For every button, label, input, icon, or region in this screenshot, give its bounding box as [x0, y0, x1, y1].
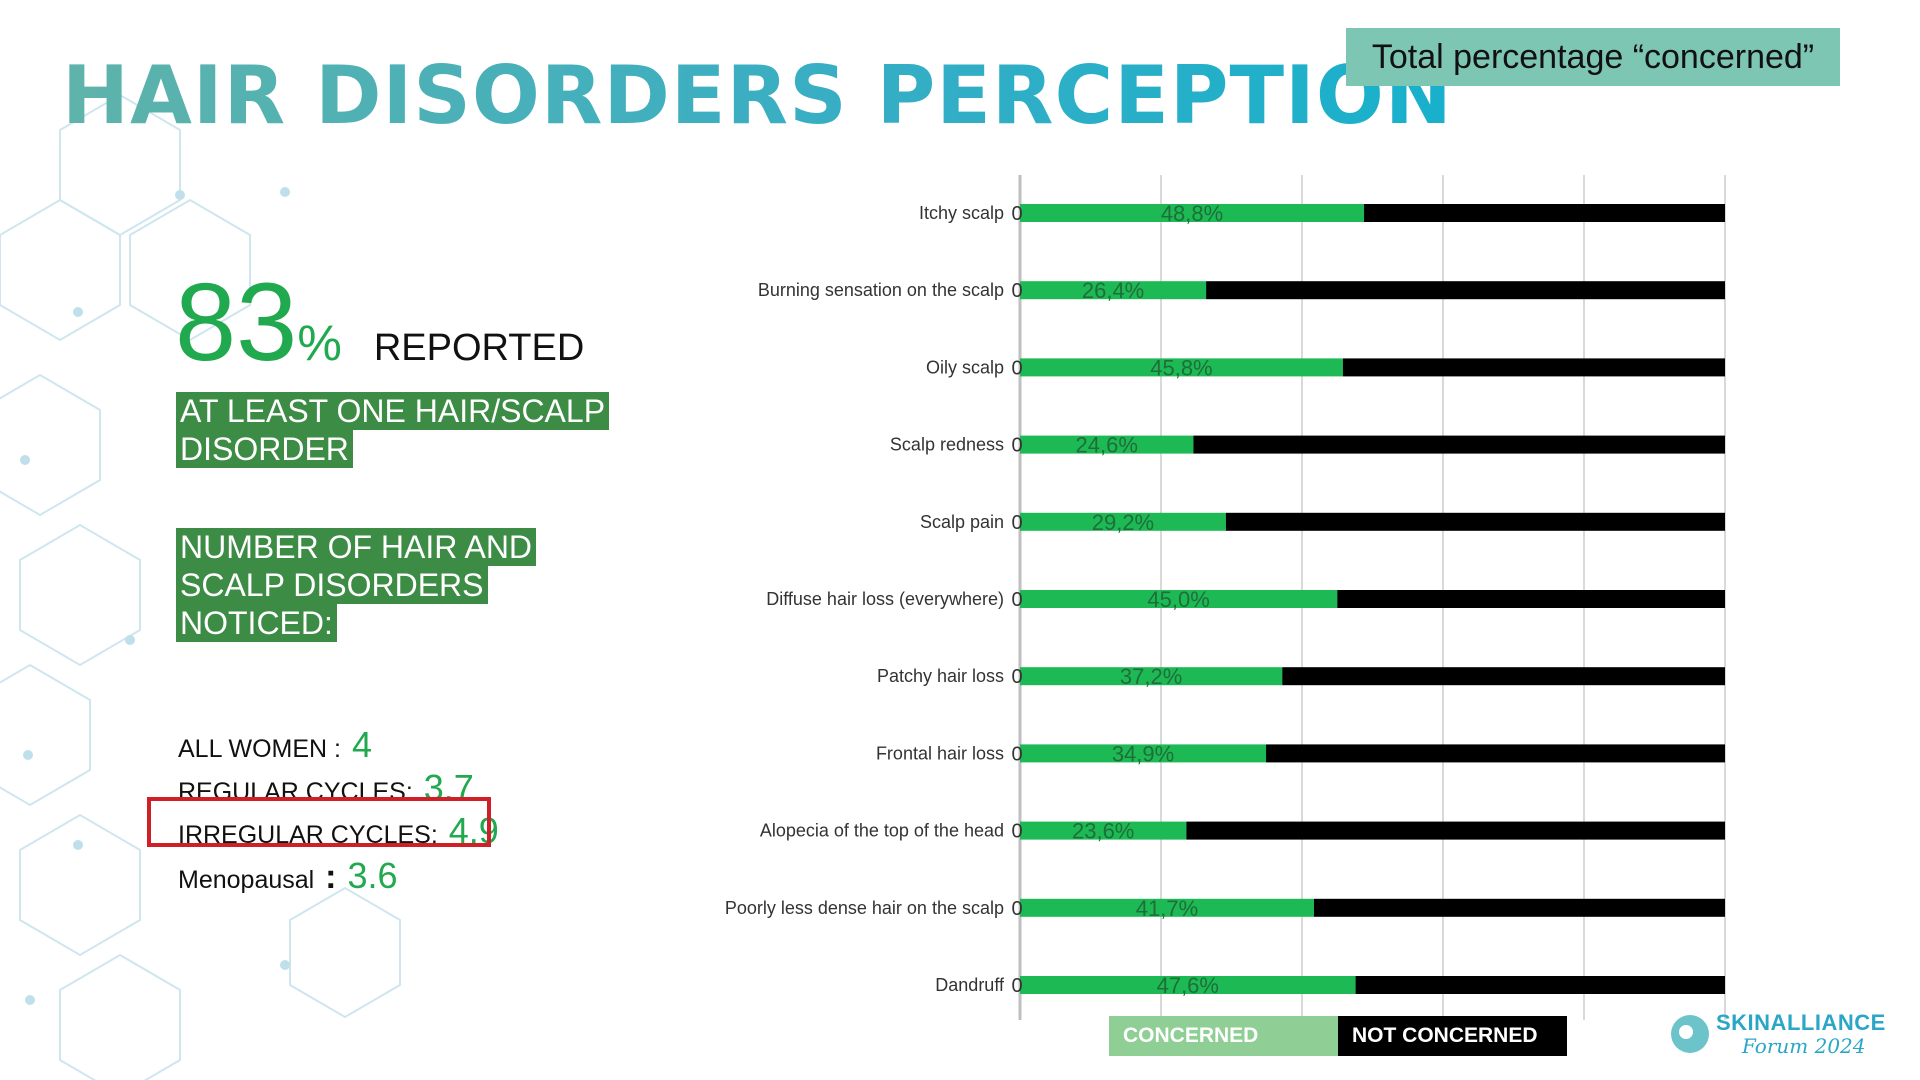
zero-label: 0	[1011, 898, 1022, 920]
stat-label: REGULAR CYCLES:	[178, 778, 413, 806]
bar-concerned	[1020, 898, 1314, 917]
stat-colon: :	[325, 858, 337, 896]
bar-concerned	[1020, 976, 1356, 994]
bar-not-concerned	[1355, 976, 1725, 994]
category-label: Dandruff	[935, 975, 1005, 995]
data-label: 23,6%	[1072, 819, 1134, 844]
zero-label: 0	[1011, 589, 1022, 611]
category-label: Poorly less dense hair on the scalp	[725, 898, 1004, 918]
stat-label: Menopausal	[178, 866, 315, 894]
irregular-cycles-highlight-box	[147, 797, 491, 847]
stat-value: 4	[351, 724, 372, 765]
stat-all-women: ALL WOMEN : 4	[178, 724, 372, 766]
at-least-one-disorder-label: AT LEAST ONE HAIR/SCALP DISORDER	[176, 392, 610, 468]
stat-value: 3.6	[347, 855, 398, 896]
data-label: 24,6%	[1076, 433, 1138, 458]
zero-label: 0	[1011, 280, 1022, 302]
page-title: HAIR DISORDERS PERCEPTION	[62, 49, 1453, 142]
zero-label: 0	[1011, 357, 1022, 379]
zero-label: 0	[1011, 743, 1022, 765]
bar-not-concerned	[1313, 898, 1725, 917]
disorders-noticed-label: NUMBER OF HAIR AND SCALP DISORDERS NOTIC…	[176, 528, 537, 642]
bar-not-concerned	[1225, 512, 1725, 531]
legend-concerned: CONCERNED	[1109, 1016, 1338, 1056]
bar-not-concerned	[1364, 204, 1725, 222]
headline-reported: REPORTED	[373, 327, 585, 369]
stat-label: ALL WOMEN :	[178, 735, 341, 763]
stat-regular-cycles: REGULAR CYCLES: 3.7	[178, 767, 474, 809]
data-label: 41,7%	[1136, 896, 1198, 921]
category-label: Oily scalp	[926, 357, 1004, 377]
logo-subtitle: Forum 2024	[1742, 1034, 1866, 1058]
zero-label: 0	[1011, 435, 1022, 457]
highlight-line: SCALP DISORDERS	[176, 566, 488, 604]
skinalliance-logo-icon	[1671, 1015, 1709, 1053]
bar-concerned	[1020, 667, 1283, 686]
chart-legend: CONCERNED NOT CONCERNED	[1109, 1016, 1567, 1056]
highlight-line: AT LEAST ONE HAIR/SCALP	[176, 392, 610, 430]
category-label: Diffuse hair loss (everywhere)	[766, 589, 1004, 609]
data-label: 34,9%	[1112, 741, 1174, 766]
zero-label: 0	[1011, 666, 1022, 688]
category-label: Alopecia of the top of the head	[760, 821, 1004, 841]
bar-concerned	[1020, 358, 1343, 377]
bar-not-concerned	[1186, 821, 1725, 840]
bar-concerned	[1020, 204, 1365, 222]
bar-concerned	[1020, 590, 1338, 608]
bar-not-concerned	[1206, 281, 1725, 300]
data-label: 26,4%	[1082, 278, 1144, 303]
bar-not-concerned	[1342, 358, 1725, 377]
bar-concerned	[1020, 512, 1226, 531]
logo-name: SKINALLIANCE	[1716, 1010, 1886, 1035]
zero-label: 0	[1011, 203, 1022, 225]
bar-concerned	[1020, 744, 1267, 763]
category-label: Burning sensation on the scalp	[758, 280, 1004, 300]
bar-not-concerned	[1193, 435, 1725, 454]
legend-not-concerned: NOT CONCERNED	[1338, 1016, 1567, 1056]
data-label: 48,8%	[1161, 201, 1223, 226]
stat-menopausal: Menopausal : 3.6	[178, 855, 398, 897]
chart-caption-box: Total percentage “concerned”	[1346, 28, 1840, 86]
data-label: 37,2%	[1120, 664, 1182, 689]
data-label: 29,2%	[1092, 510, 1154, 535]
category-label: Scalp pain	[920, 512, 1004, 532]
zero-label: 0	[1011, 512, 1022, 534]
category-label: Frontal hair loss	[876, 743, 1004, 763]
data-label: 45,8%	[1150, 355, 1212, 380]
highlight-line: NUMBER OF HAIR AND	[176, 528, 537, 566]
bar-concerned	[1020, 281, 1207, 300]
bar-concerned	[1020, 435, 1194, 454]
data-label: 47,6%	[1157, 973, 1219, 998]
highlight-line: NOTICED:	[176, 604, 337, 642]
zero-label: 0	[1011, 975, 1022, 997]
bar-concerned	[1020, 821, 1187, 840]
category-label: Patchy hair loss	[877, 666, 1004, 686]
bar-not-concerned	[1282, 667, 1725, 686]
category-label: Itchy scalp	[919, 203, 1004, 223]
skinalliance-logo: SKINALLIANCE Forum 2024	[1668, 1004, 1898, 1064]
stat-value: 3.7	[423, 767, 474, 808]
bar-not-concerned	[1266, 744, 1725, 763]
headline-number: 83	[175, 261, 298, 384]
category-label: Scalp redness	[890, 435, 1004, 455]
highlight-line: DISORDER	[176, 430, 353, 468]
headline-stat: 83 % REPORTED	[175, 268, 584, 378]
headline-percent-sign: %	[297, 315, 342, 371]
bar-not-concerned	[1337, 590, 1725, 608]
data-label: 45,0%	[1147, 587, 1209, 612]
hexagon-background	[0, 93, 401, 1080]
zero-label: 0	[1011, 821, 1022, 843]
